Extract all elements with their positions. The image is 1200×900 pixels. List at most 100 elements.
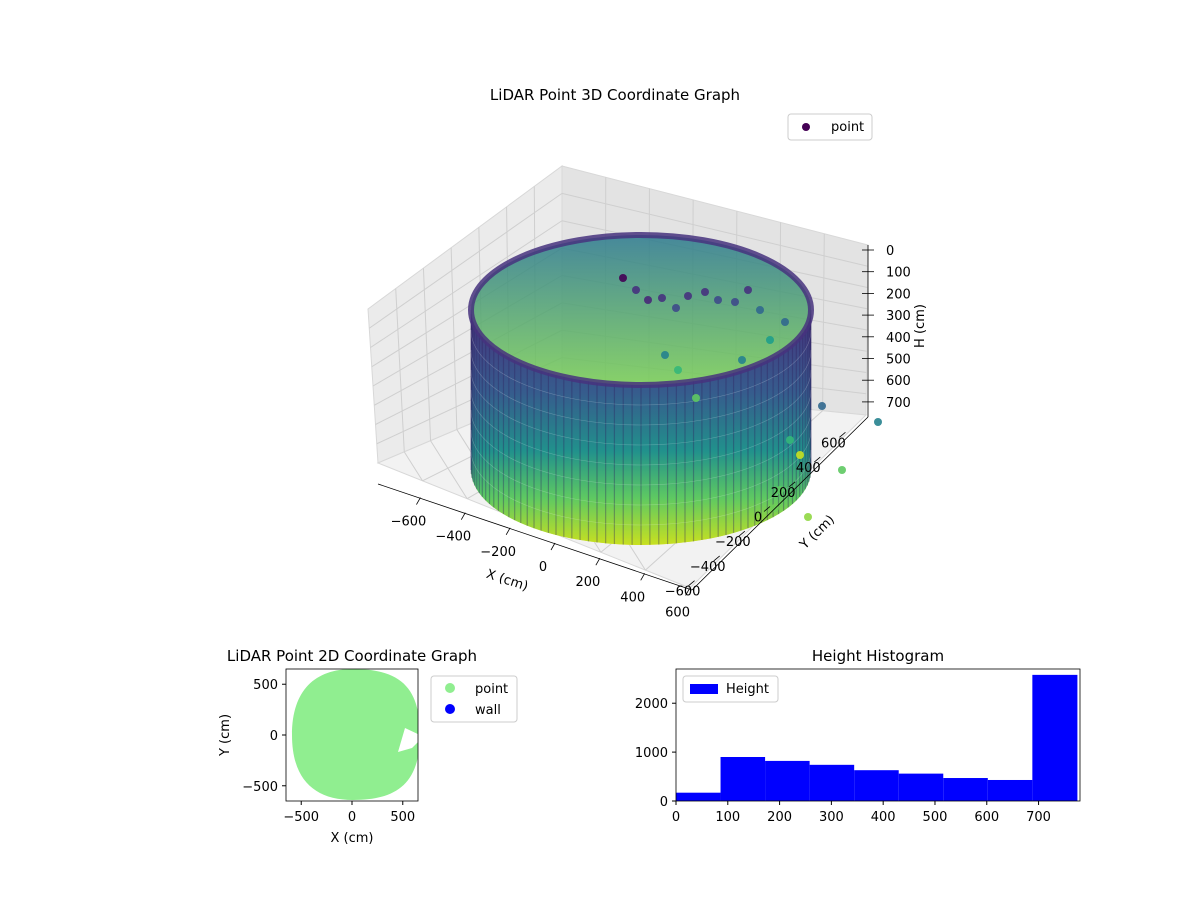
legend-2d-label-point: point [475,682,508,697]
histogram-bar [676,792,721,801]
x-tick-label: 400 [620,590,645,605]
data-point [818,402,826,410]
data-point [731,298,739,306]
y-tick-mark [763,506,771,512]
x-tick-label: 0 [539,560,547,575]
data-point [756,306,764,314]
x-tick-mark [640,573,646,581]
grid-line [561,192,868,267]
data-point [661,351,669,359]
cylinder-scan-lines [470,310,812,545]
x-tick-label: 500 [390,810,415,825]
scan-ring [470,389,812,466]
legend-histogram-label: Height [726,682,769,697]
z-tick-label: 300 [886,309,911,324]
chart-3d-title: LiDAR Point 3D Coordinate Graph [490,86,740,104]
z-axis-ticks: 0 100 200 300 400 500 600 700 [862,244,911,411]
histogram-y-ticks: 0 1000 2000 [635,697,676,810]
data-point [781,318,789,326]
legend-histogram-frame [682,675,779,703]
y-tick-label: 200 [771,486,796,501]
z-tick-label: 200 [886,287,911,302]
legend-2d-marker-point [445,683,455,693]
data-point [766,336,774,344]
y-tick-label: −600 [665,585,701,600]
scan-ring [470,429,812,506]
z-tick-label: 400 [886,331,911,346]
x-tick-mark [685,588,690,596]
x-tick-mark [550,542,556,551]
interior-points [619,274,882,521]
legend-histogram-swatch [690,684,718,694]
x-axis-line [377,483,693,591]
x-tick-mark [505,527,511,536]
chart-3d: LiDAR Point 3D Coordinate Graph −600 −400… [367,86,928,620]
data-point [619,274,627,282]
chart-2d: LiDAR Point 2D Coordinate Graph −500 0 500… [218,647,518,846]
legend-2d: point wall [430,675,518,723]
grid-line [430,440,468,499]
y-tick-label: −200 [715,535,751,550]
data-point [701,288,709,296]
data-point [874,418,882,426]
point-disc [292,669,418,800]
scan-ring [470,409,812,486]
data-point [804,513,812,521]
chart-2d-x-label: X (cm) [331,831,374,846]
chart-2d-y-label: Y (cm) [218,714,233,757]
data-point [674,366,682,374]
y-tick-label: 1000 [635,746,668,761]
legend-2d-label-wall: wall [475,703,501,718]
y-tick-mark [713,555,720,562]
x-tick-label: 600 [665,605,690,620]
y-tick-label: 600 [821,436,846,451]
data-point [692,394,700,402]
y-tick-label: 0 [270,729,278,744]
chart-2d-title: LiDAR Point 2D Coordinate Graph [227,647,477,665]
data-point [672,304,680,312]
y-tick-label: 2000 [635,697,668,712]
data-point [684,292,692,300]
x-tick-label: 200 [767,810,792,825]
histogram-bar [854,770,899,801]
z-tick-label: 500 [886,353,911,368]
x-tick-label: −200 [480,545,516,560]
z-tick-label: 0 [886,244,894,259]
histogram-bars [676,674,1078,801]
z-axis-label: H (cm) [913,304,928,348]
data-point [838,466,846,474]
x-axis-label: X (cm) [484,567,530,595]
scan-ring [470,349,812,426]
histogram-frame [675,668,1081,802]
x-tick-mark [416,497,421,505]
x-tick-label: −400 [435,530,471,545]
y-tick-label: 400 [796,461,821,476]
x-tick-label: 600 [974,810,999,825]
histogram-bar [987,779,1033,801]
histogram-bar [720,757,766,801]
data-point [786,436,794,444]
data-point [738,356,746,364]
histogram-bar [809,764,855,801]
legend-histogram: Height [682,675,779,703]
x-tick-label: 300 [819,810,844,825]
scan-ring [470,329,812,406]
z-tick-label: 600 [886,374,911,389]
legend-3d-label-point: point [831,120,864,135]
y-tick-label: −500 [242,780,278,795]
histogram-bar [1032,674,1078,801]
y-tick-mark [688,580,695,586]
legend-2d-marker-wall [445,704,455,714]
histogram-bar [943,778,988,801]
data-point [776,486,784,494]
grid-line [403,451,423,482]
legend-3d-frame [787,113,873,141]
x-tick-mark [460,512,466,520]
x-tick-label: 400 [871,810,896,825]
x-tick-label: 500 [923,810,948,825]
x-tick-label: 0 [672,810,680,825]
cylinder-top-rim [468,232,814,388]
z-tick-label: 100 [886,266,911,281]
